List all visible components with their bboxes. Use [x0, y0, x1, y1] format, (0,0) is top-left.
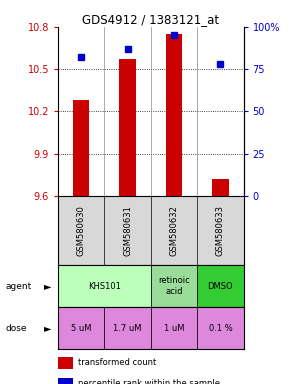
Text: GSM580632: GSM580632	[169, 205, 179, 256]
Bar	[104, 307, 151, 349]
Text: GSM580633: GSM580633	[216, 205, 225, 256]
Text: percentile rank within the sample: percentile rank within the sample	[78, 379, 220, 384]
Text: 1 uM: 1 uM	[164, 324, 184, 333]
Text: GSM580631: GSM580631	[123, 205, 132, 256]
Text: GSM580630: GSM580630	[77, 205, 86, 256]
Text: transformed count: transformed count	[78, 358, 157, 367]
Text: KHS101: KHS101	[88, 281, 121, 291]
Text: 0.1 %: 0.1 %	[209, 324, 232, 333]
Bar	[197, 307, 244, 349]
Text: DMSO: DMSO	[208, 281, 233, 291]
Bar	[212, 179, 229, 196]
Text: ►: ►	[44, 323, 51, 333]
Title: GDS4912 / 1383121_at: GDS4912 / 1383121_at	[82, 13, 219, 26]
Text: ►: ►	[44, 281, 51, 291]
Text: agent: agent	[6, 281, 32, 291]
Bar	[58, 265, 151, 307]
Text: retinoic
acid: retinoic acid	[158, 276, 190, 296]
Bar	[119, 59, 136, 196]
Bar	[151, 265, 197, 307]
Text: 5 uM: 5 uM	[71, 324, 91, 333]
Text: 1.7 uM: 1.7 uM	[113, 324, 142, 333]
Bar	[166, 34, 182, 196]
Text: dose: dose	[6, 324, 27, 333]
Bar	[58, 307, 104, 349]
Bar	[73, 100, 89, 196]
Bar	[151, 307, 197, 349]
Bar	[197, 265, 244, 307]
